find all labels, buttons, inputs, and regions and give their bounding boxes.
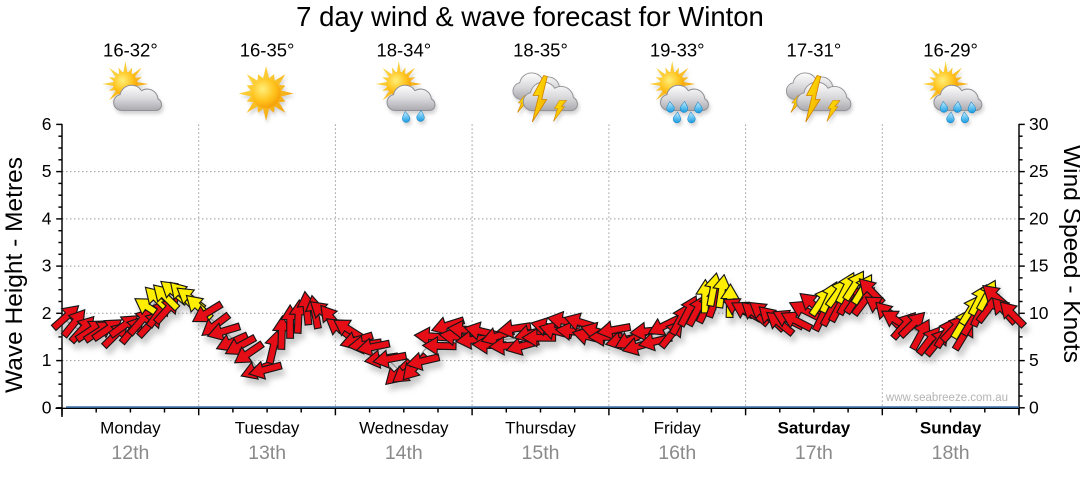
svg-text:Sunday: Sunday bbox=[920, 419, 982, 438]
svg-text:30: 30 bbox=[1029, 114, 1049, 134]
svg-text:19-33°: 19-33° bbox=[650, 40, 705, 61]
svg-text:15: 15 bbox=[1029, 256, 1048, 276]
svg-text:3: 3 bbox=[42, 256, 52, 276]
svg-text:25: 25 bbox=[1029, 161, 1048, 181]
svg-text:Friday: Friday bbox=[654, 419, 702, 438]
svg-text:16-35°: 16-35° bbox=[240, 40, 295, 61]
svg-text:13th: 13th bbox=[248, 442, 286, 464]
svg-text:20: 20 bbox=[1029, 208, 1049, 228]
svg-text:0: 0 bbox=[42, 397, 52, 417]
svg-text:5: 5 bbox=[42, 161, 52, 181]
svg-text:16th: 16th bbox=[658, 442, 696, 464]
svg-text:18-34°: 18-34° bbox=[376, 40, 431, 61]
svg-text:Tuesday: Tuesday bbox=[235, 419, 300, 438]
svg-text:1: 1 bbox=[42, 350, 52, 370]
svg-text:2: 2 bbox=[42, 303, 52, 323]
svg-text:Wednesday: Wednesday bbox=[359, 419, 449, 438]
svg-text:15th: 15th bbox=[522, 442, 560, 464]
svg-text:Saturday: Saturday bbox=[778, 419, 851, 438]
svg-text:18-35°: 18-35° bbox=[513, 40, 568, 61]
svg-text:Wave Height - Metres: Wave Height - Metres bbox=[1, 157, 28, 393]
svg-text:5: 5 bbox=[1029, 350, 1039, 370]
svg-text:17th: 17th bbox=[795, 442, 833, 464]
svg-text:www.seabreeze.com.au: www.seabreeze.com.au bbox=[885, 392, 1008, 404]
svg-text:14th: 14th bbox=[385, 442, 423, 464]
svg-text:17-31°: 17-31° bbox=[787, 40, 842, 61]
svg-text:10: 10 bbox=[1029, 303, 1049, 323]
svg-text:Monday: Monday bbox=[100, 419, 161, 438]
svg-text:16-32°: 16-32° bbox=[103, 40, 158, 61]
svg-text:0: 0 bbox=[1029, 397, 1039, 417]
svg-text:6: 6 bbox=[42, 114, 52, 134]
svg-text:7 day wind & wave forecast for: 7 day wind & wave forecast for Winton bbox=[296, 1, 764, 32]
svg-text:4: 4 bbox=[42, 208, 52, 228]
svg-text:18th: 18th bbox=[932, 442, 970, 464]
svg-text:Wind Speed - Knots: Wind Speed - Knots bbox=[1058, 145, 1080, 363]
svg-text:12th: 12th bbox=[111, 442, 149, 464]
svg-text:16-29°: 16-29° bbox=[923, 40, 978, 61]
svg-text:Thursday: Thursday bbox=[505, 419, 576, 438]
